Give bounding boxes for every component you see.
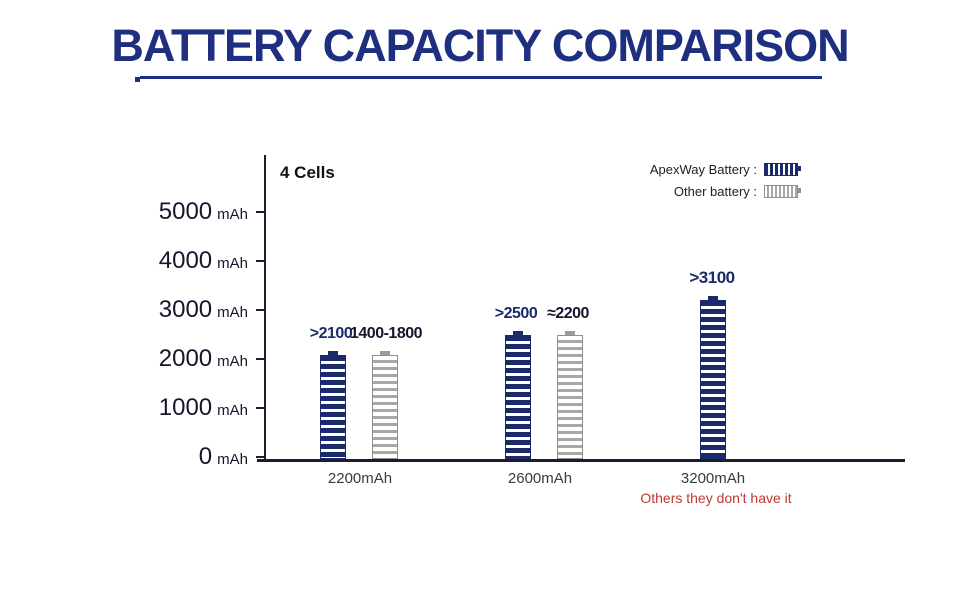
x-category-label: 3200mAh <box>680 470 746 487</box>
apexway-battery-swatch-icon <box>764 163 801 176</box>
y-tick-label: 1000 mAh <box>128 394 248 422</box>
y-tick-label: 0 mAh <box>128 443 248 471</box>
y-tick-value: 5000 <box>158 198 213 225</box>
y-tick-label: 3000 mAh <box>128 296 248 324</box>
y-tick-label: 4000 mAh <box>128 247 248 275</box>
battery-body <box>320 355 346 459</box>
legend-other-label: Other battery : <box>673 184 757 199</box>
y-tick-value: 3000 <box>158 296 213 323</box>
bar-value-label: 1400-1800 <box>349 325 423 342</box>
y-tick-unit: mAh <box>217 451 248 468</box>
y-tick-value: 1000 <box>158 394 213 421</box>
battery-cap <box>380 351 390 355</box>
legend-row-other: Other battery : <box>673 184 801 199</box>
title-underline <box>140 76 822 79</box>
cells-label: 4 Cells <box>280 163 335 182</box>
y-tick-value: 2000 <box>158 345 213 372</box>
bar-apexway-2200 <box>320 351 346 459</box>
y-tick-unit: mAh <box>217 304 248 321</box>
page-title: BATTERY CAPACITY COMPARISON <box>111 20 849 71</box>
y-tick-mark <box>256 407 265 409</box>
y-tick-label: 5000 mAh <box>128 198 248 226</box>
bar-value-label: >2500 <box>494 305 538 322</box>
y-tick-mark <box>256 260 265 262</box>
y-axis-line <box>264 155 266 461</box>
bar-value-label: >2100 <box>309 325 353 342</box>
y-tick-mark <box>256 456 265 458</box>
legend-row-apexway: ApexWay Battery : <box>649 162 801 177</box>
battery-cap <box>513 331 523 335</box>
bar-apexway-3200 <box>700 296 726 459</box>
battery-body <box>700 300 726 459</box>
title-underline-dot <box>135 77 140 82</box>
y-tick-unit: mAh <box>217 402 248 419</box>
y-tick-value: 0 <box>198 443 213 470</box>
bar-other-2600 <box>557 331 583 459</box>
battery-cap <box>328 351 338 355</box>
battery-cap <box>708 296 718 300</box>
y-tick-unit: mAh <box>217 353 248 370</box>
legend: ApexWay Battery : Other battery : <box>649 162 801 199</box>
bar-apexway-2600 <box>505 331 531 459</box>
bar-other-2200 <box>372 351 398 459</box>
battery-cap <box>565 331 575 335</box>
x-axis-line <box>257 459 905 462</box>
other-battery-swatch-icon <box>764 185 801 198</box>
y-tick-unit: mAh <box>217 206 248 223</box>
y-tick-mark <box>256 211 265 213</box>
y-tick-value: 4000 <box>158 247 213 274</box>
battery-body <box>372 355 398 459</box>
x-category-label: 2200mAh <box>327 470 393 487</box>
bar-value-label: ≈2200 <box>547 305 589 322</box>
bar-value-label: >3100 <box>689 268 735 287</box>
y-tick-mark <box>256 309 265 311</box>
battery-body <box>505 335 531 459</box>
legend-apexway-label: ApexWay Battery : <box>649 162 757 177</box>
others-note: Others they don't have it <box>640 490 792 506</box>
x-category-label: 2600mAh <box>507 470 573 487</box>
y-tick-mark <box>256 358 265 360</box>
battery-body <box>557 335 583 459</box>
y-tick-unit: mAh <box>217 255 248 272</box>
y-tick-label: 2000 mAh <box>128 345 248 373</box>
